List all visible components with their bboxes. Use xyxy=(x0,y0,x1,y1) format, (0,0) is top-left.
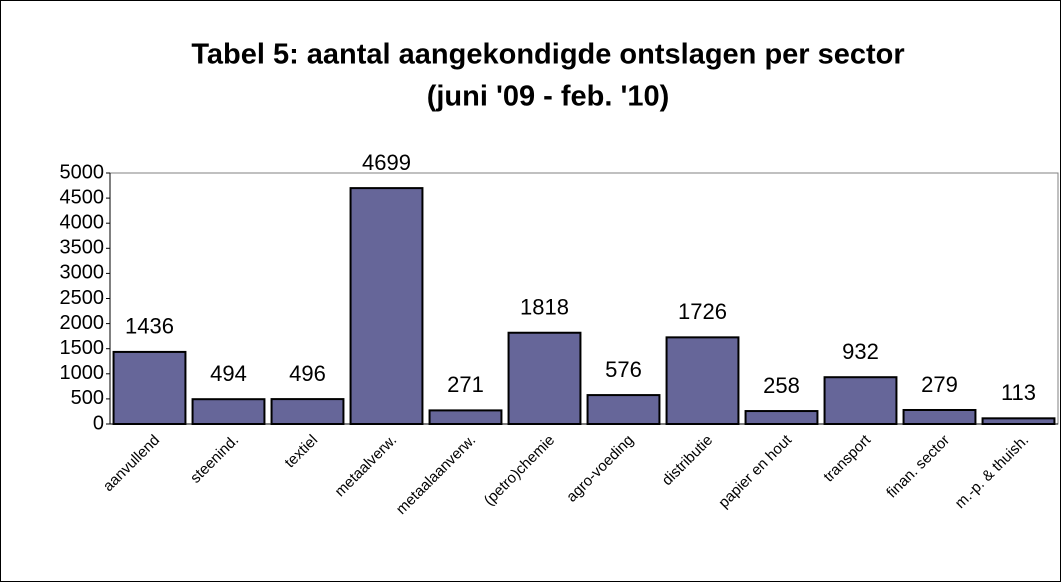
value-label: 1818 xyxy=(520,295,569,320)
bar xyxy=(586,394,661,426)
y-tick-label: 3000 xyxy=(60,262,105,284)
value-label: 113 xyxy=(1001,380,1036,405)
bar xyxy=(349,187,424,425)
y-tick-label: 2000 xyxy=(60,312,105,334)
value-label: 494 xyxy=(210,361,247,386)
y-tick-label: 4000 xyxy=(60,211,105,233)
y-tick-label: 1500 xyxy=(60,337,105,359)
y-tick-label: 5000 xyxy=(60,161,105,183)
y-tick-label: 2500 xyxy=(60,287,105,309)
value-label: 496 xyxy=(289,361,326,386)
y-tick-label: 3500 xyxy=(60,237,105,259)
bar xyxy=(744,410,819,426)
value-label: 932 xyxy=(842,339,879,364)
bar xyxy=(191,398,266,426)
value-label: 4699 xyxy=(362,150,411,175)
value-label: 279 xyxy=(921,372,958,397)
bar xyxy=(428,409,503,426)
chart-title: Tabel 5: aantal aangekondigde ontslagen … xyxy=(191,39,904,71)
bar xyxy=(823,376,898,425)
bar xyxy=(270,398,345,425)
bar xyxy=(902,408,977,426)
bar xyxy=(507,331,582,425)
value-label: 1726 xyxy=(678,299,727,324)
value-label: 271 xyxy=(447,372,484,397)
value-label: 258 xyxy=(763,373,800,398)
chart-title: (juni '09 - feb. '10) xyxy=(427,81,670,113)
y-tick-label: 4500 xyxy=(60,186,105,208)
y-tick-label: 500 xyxy=(71,387,104,409)
value-label: 1436 xyxy=(125,314,174,339)
bar xyxy=(112,350,187,426)
y-tick-label: 0 xyxy=(93,412,104,434)
bar xyxy=(981,417,1056,425)
bar xyxy=(665,336,740,425)
y-tick-label: 1000 xyxy=(60,362,105,384)
value-label: 576 xyxy=(605,357,642,382)
